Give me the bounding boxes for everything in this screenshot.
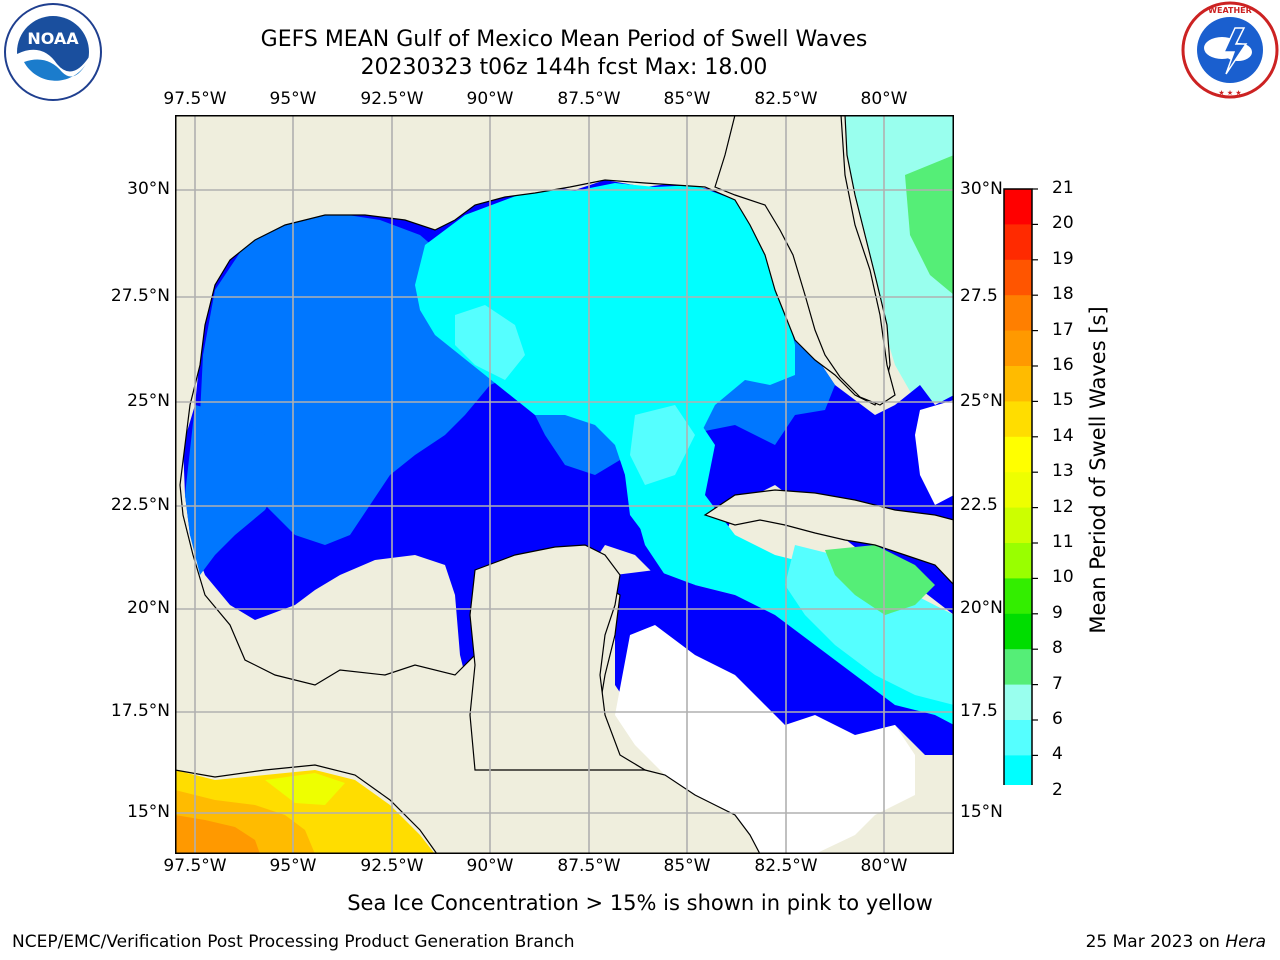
colorbar-tick-label-4: 17 [1052, 319, 1074, 340]
colorbar-segment-11 [1004, 578, 1032, 615]
lat-label-right-0: 30°N [960, 179, 1003, 199]
lat-label-right-2: 25°N [960, 391, 1003, 411]
lat-label-left-0: 30°N [127, 179, 170, 199]
colorbar-tick-label-11: 10 [1052, 567, 1074, 588]
sea-ice-note-text: Sea Ice Concentration > 15% is shown in … [347, 891, 933, 915]
colorbar-tick-label-9: 12 [1052, 496, 1074, 517]
pacific-orange-core [175, 815, 260, 854]
lon-label-bottom-4: 87.5°W [557, 856, 621, 876]
lat-label-left-6: 15°N [127, 802, 170, 822]
colorbar-segment-3 [1004, 295, 1032, 332]
colorbar-segment-1 [1004, 224, 1032, 261]
caribbean-light-cyan [785, 545, 954, 705]
lon-label-top-6: 82.5°W [754, 89, 818, 109]
colorbar-segment-13 [1004, 649, 1032, 686]
colorbar-tick-label-8: 13 [1052, 461, 1074, 482]
colorbar-title: Mean Period of Swell Waves [s] [1086, 306, 1110, 634]
lat-label-left-2: 25°N [127, 391, 170, 411]
svg-text:WEATHER: WEATHER [1208, 6, 1252, 15]
lon-label-top-3: 90°W [466, 89, 514, 109]
colorbar-tick-label-13: 8 [1052, 638, 1063, 659]
colorbar-segment-8 [1004, 472, 1032, 509]
lon-label-bottom-3: 90°W [466, 856, 514, 876]
colorbar-segment-15 [1004, 720, 1032, 756]
lat-label-right-5: 17.5 [960, 701, 998, 721]
chart-subtitle: 20230323 t06z 144h fcst Max: 18.00 [360, 55, 768, 80]
colorbar-tick-label-1: 20 [1052, 213, 1074, 234]
host-name: Hera [1225, 932, 1266, 952]
colorbar-tick-label-0: 21 [1052, 178, 1074, 198]
colorbar-tick-label-15: 6 [1052, 709, 1063, 729]
colorbar-segment-5 [1004, 366, 1032, 402]
lat-label-right-1: 27.5 [960, 286, 998, 306]
lon-label-top-1: 95°W [269, 89, 317, 109]
lat-label-left-1: 27.5°N [110, 286, 170, 306]
gulf-water-west-blue [185, 405, 285, 575]
lon-label-bottom-0: 97.5°W [163, 856, 227, 876]
lat-label-right-3: 22.5 [960, 495, 998, 515]
nws-logo: WEATHER ★ ★ ★ [1181, 1, 1279, 99]
date-text: 25 Mar 2023 on [1085, 932, 1226, 952]
lon-label-bottom-1: 95°W [269, 856, 317, 876]
colorbar-segment-2 [1004, 259, 1032, 296]
colorbar-segment-6 [1004, 401, 1032, 438]
lat-label-left-5: 17.5°N [110, 701, 170, 721]
pacific-yellow-patch [265, 773, 345, 805]
lon-label-top-4: 87.5°W [557, 89, 621, 109]
sea-ice-note: Sea Ice Concentration > 15% is shown in … [0, 891, 1280, 915]
gulf-swell-period-map [175, 115, 954, 854]
lon-label-bottom-7: 80°W [860, 856, 908, 876]
lon-label-bottom-6: 82.5°W [754, 856, 818, 876]
colorbar-tick-label-7: 14 [1052, 425, 1074, 446]
colorbar-tick-label-12: 9 [1052, 602, 1063, 623]
yucatan-land [469, 544, 648, 771]
colorbar-tick-label-3: 18 [1052, 284, 1074, 305]
colorbar-segment-10 [1004, 543, 1032, 579]
lat-label-right-6: 15°N [960, 802, 1003, 822]
colorbar-segment-4 [1004, 330, 1032, 367]
lon-label-top-2: 92.5°W [360, 89, 424, 109]
colorbar-tick-label-10: 11 [1052, 532, 1074, 552]
colorbar-tick-label-6: 15 [1052, 390, 1074, 411]
gulf-water-4to6s [415, 183, 795, 535]
svg-text:★ ★ ★: ★ ★ ★ [1218, 89, 1241, 97]
gulf-light-cyan-patches [455, 305, 695, 485]
cuba-land [703, 489, 954, 586]
date-line: 25 Mar 2023 on Hera [1086, 932, 1266, 952]
colorbar-segment-9 [1004, 507, 1032, 544]
graticule [175, 115, 954, 854]
eastern-bahamas-no-data [915, 400, 954, 505]
chart-title: GEFS MEAN Gulf of Mexico Mean Period of … [260, 27, 868, 52]
lon-label-top-7: 80°W [860, 89, 908, 109]
noaa-logo: NOAA [4, 3, 102, 101]
colorbar-tick-label-5: 16 [1052, 355, 1074, 375]
lat-label-left-4: 20°N [127, 598, 170, 618]
lat-label-left-3: 22.5°N [110, 495, 170, 515]
credit-line: NCEP/EMC/Verification Post Processing Pr… [12, 932, 575, 952]
lon-label-bottom-5: 85°W [663, 856, 711, 876]
colorbar-tick-label-14: 7 [1052, 673, 1063, 694]
lon-label-bottom-2: 92.5°W [360, 856, 424, 876]
caribbean-green-patch [825, 545, 935, 615]
noaa-logo-text: NOAA [27, 29, 79, 48]
colorbar-segment-14 [1004, 684, 1032, 721]
colorbar-tick-label-16: 4 [1052, 744, 1063, 765]
colorbar-segment-16 [1004, 755, 1032, 785]
colorbar-segment-0 [1004, 189, 1032, 225]
lon-label-top-5: 85°W [663, 89, 711, 109]
colorbar [1003, 188, 1038, 785]
colorbar-tick-label-2: 19 [1052, 248, 1074, 269]
colorbar-segment-12 [1004, 613, 1032, 650]
lat-label-right-4: 20°N [960, 598, 1003, 618]
lon-label-top-0: 97.5°W [163, 89, 227, 109]
colorbar-segment-7 [1004, 436, 1032, 473]
colorbar-tick-label-17: 2 [1052, 779, 1063, 800]
